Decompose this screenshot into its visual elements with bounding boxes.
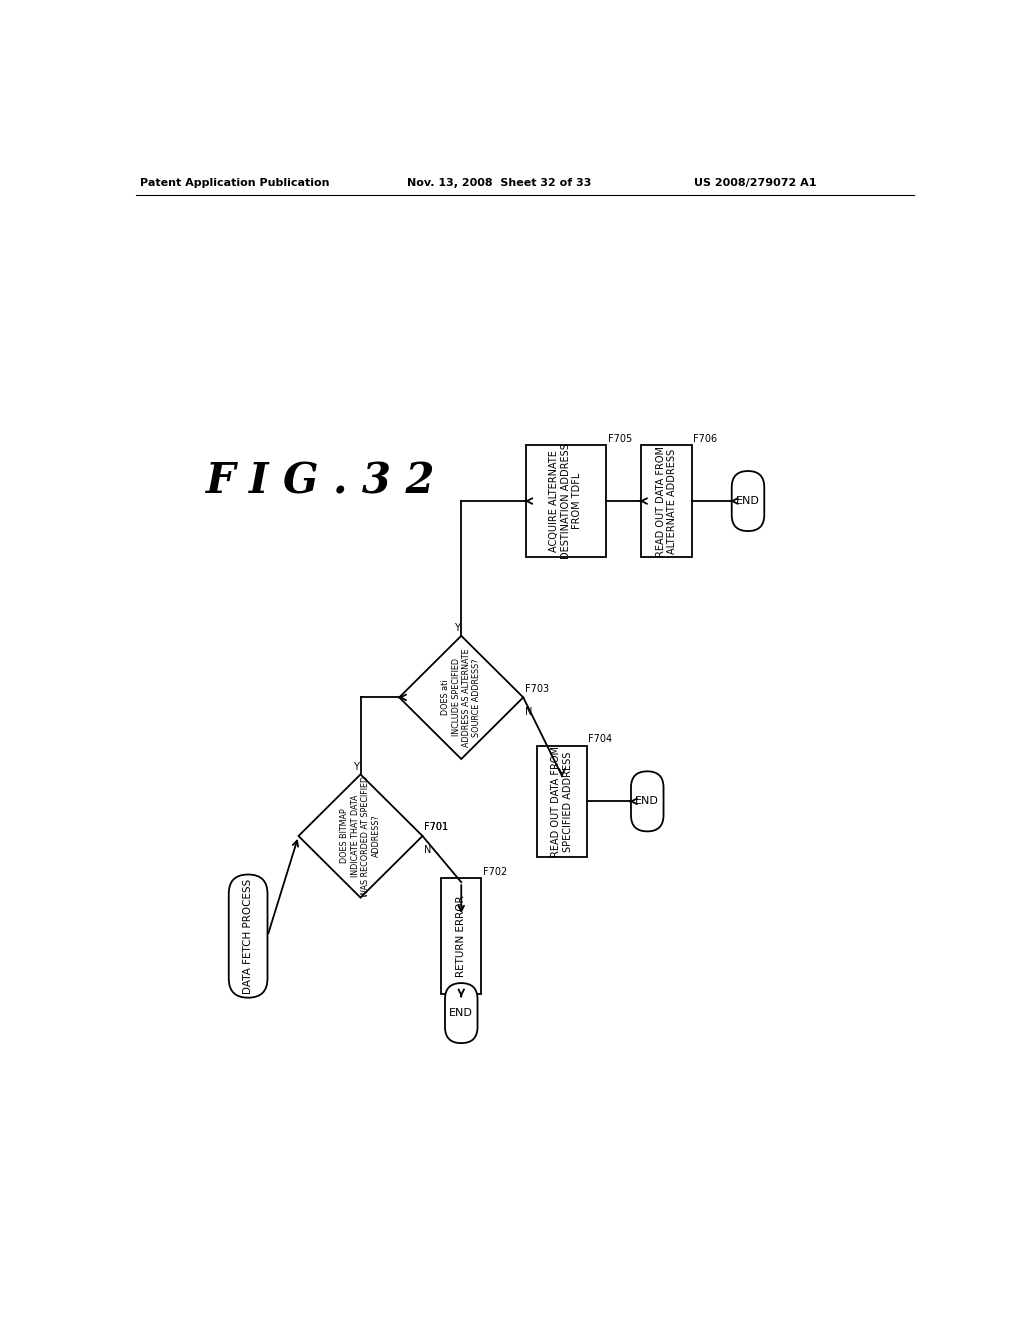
Polygon shape bbox=[399, 636, 523, 759]
Text: F705: F705 bbox=[607, 434, 632, 444]
FancyBboxPatch shape bbox=[445, 983, 477, 1043]
Text: US 2008/279072 A1: US 2008/279072 A1 bbox=[693, 178, 816, 187]
Text: F I G . 3 2: F I G . 3 2 bbox=[206, 461, 435, 503]
Text: ACQUIRE ALTERNATE
DESTINATION ADDRESS
FROM TDFL: ACQUIRE ALTERNATE DESTINATION ADDRESS FR… bbox=[549, 444, 583, 558]
Text: DOES BITMAP
INDICATE THAT DATA
WAS RECORDED AT SPECIFIED
ADDRESS?: DOES BITMAP INDICATE THAT DATA WAS RECOR… bbox=[340, 775, 381, 896]
Bar bbox=[525, 445, 606, 557]
Text: F706: F706 bbox=[693, 434, 717, 444]
Bar bbox=[441, 878, 481, 994]
Text: END: END bbox=[736, 496, 760, 506]
FancyBboxPatch shape bbox=[228, 875, 267, 998]
Text: DATA FETCH PROCESS: DATA FETCH PROCESS bbox=[243, 879, 253, 994]
Text: Y: Y bbox=[353, 762, 358, 772]
Text: READ OUT DATA FROM
ALTERNATE ADDRESS: READ OUT DATA FROM ALTERNATE ADDRESS bbox=[655, 446, 678, 557]
Text: F704: F704 bbox=[589, 734, 612, 744]
Text: READ OUT DATA FROM
SPECIFIED ADDRESS: READ OUT DATA FROM SPECIFIED ADDRESS bbox=[551, 746, 572, 857]
FancyBboxPatch shape bbox=[631, 771, 664, 832]
Text: F701: F701 bbox=[424, 822, 449, 832]
Polygon shape bbox=[299, 775, 423, 898]
Text: F702: F702 bbox=[483, 867, 507, 876]
Text: DOES ati
INCLUDE SPECIFIED
ADDRESS AS ALTERNATE
SOURCE ADDRESS?: DOES ati INCLUDE SPECIFIED ADDRESS AS AL… bbox=[441, 648, 481, 747]
FancyBboxPatch shape bbox=[732, 471, 764, 531]
Text: F703: F703 bbox=[524, 684, 549, 693]
Text: RETURN ERROR: RETURN ERROR bbox=[457, 895, 466, 977]
Text: END: END bbox=[635, 796, 659, 807]
Text: END: END bbox=[450, 1008, 473, 1018]
Bar bbox=[537, 746, 587, 857]
Text: N: N bbox=[524, 706, 532, 717]
Text: F701: F701 bbox=[424, 822, 449, 832]
Text: Y: Y bbox=[454, 623, 460, 634]
Text: Nov. 13, 2008  Sheet 32 of 33: Nov. 13, 2008 Sheet 32 of 33 bbox=[407, 178, 592, 187]
Bar bbox=[641, 445, 692, 557]
Text: Patent Application Publication: Patent Application Publication bbox=[139, 178, 329, 187]
Text: N: N bbox=[424, 845, 431, 855]
